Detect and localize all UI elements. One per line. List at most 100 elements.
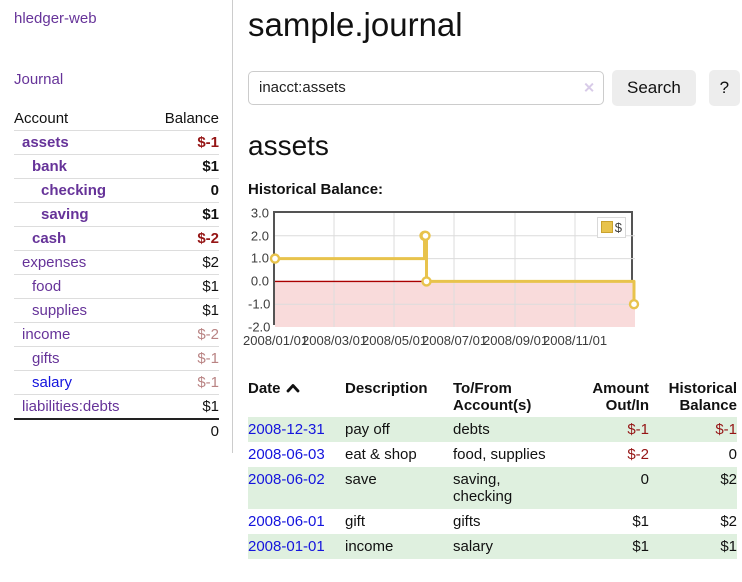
account-link-bank[interactable]: bank (32, 158, 68, 175)
account-link-food[interactable]: food (32, 278, 62, 295)
transaction-balance: $1 (649, 533, 737, 559)
search-input[interactable] (248, 70, 604, 105)
account-link-gifts[interactable]: gifts (32, 350, 60, 367)
page-title: sample.journal (248, 6, 463, 43)
chart-legend: $ (596, 216, 626, 238)
transaction-accounts: gifts (453, 509, 577, 534)
register-header-desc: Description (345, 378, 453, 417)
account-link-cash[interactable]: cash (32, 230, 67, 247)
account-balance: 0 (210, 182, 219, 199)
account-name-cell: income (14, 323, 149, 347)
account-row: checking 0 (14, 178, 219, 203)
account-link-expenses[interactable]: expenses (22, 254, 87, 271)
search-button[interactable]: Search (612, 69, 696, 106)
transaction-date-cell: 2008-06-03 (248, 442, 345, 467)
transaction-description: gift (345, 512, 366, 530)
register-table: Date Description To/From Account(s) Amount … (248, 378, 737, 559)
y-tick-label: 1.0 (250, 250, 269, 266)
transaction-balance: $2 (649, 466, 737, 509)
x-tick-label: 2008/05/01 (362, 332, 428, 348)
clear-search-icon[interactable]: ✕ (583, 79, 595, 96)
page: hledger-web Journal Account Balance asse… (14, 0, 742, 559)
accounts-total-balance: 0 (210, 423, 219, 440)
transaction-row: 2008-12-31 pay off debts $-1 $-1 (248, 416, 737, 442)
transaction-date-link[interactable]: 2008-12-31 (248, 420, 325, 438)
chart-plot-area: $ (269, 210, 640, 327)
register-header-date[interactable]: Date (248, 378, 345, 417)
account-link-saving[interactable]: saving (41, 206, 89, 223)
accounts-header-balance: Balance (164, 110, 219, 127)
transaction-amount: $-2 (627, 445, 649, 463)
search-box: ✕ (248, 70, 604, 105)
sidebar-item-journal[interactable]: Journal (14, 71, 64, 88)
account-name-cell: checking (14, 179, 149, 203)
account-row: supplies $1 (14, 298, 219, 323)
search-bar: ✕ Search ? (248, 69, 742, 106)
help-button[interactable]: ? (708, 69, 740, 106)
transaction-date-cell: 2008-12-31 (248, 416, 345, 442)
register-header-amt: Amount Out/In (577, 378, 649, 417)
historical-balance-chart: 3.0 2.0 1.0 0.0 -1.0 -2.0 $ 2008/01/01 2008/03… (243, 205, 643, 351)
account-link-salary[interactable]: salary (32, 374, 73, 391)
transaction-amount: $-1 (577, 416, 649, 442)
app-title-link[interactable]: hledger-web (14, 10, 97, 27)
sort-ascending-chevron-up-icon (286, 383, 299, 393)
balance-chart-svg (269, 212, 640, 327)
transaction-amount: $1 (577, 533, 649, 559)
account-balance: $1 (202, 398, 219, 415)
transaction-date-link[interactable]: 2008-06-03 (248, 445, 325, 463)
account-name-cell: assets (14, 131, 149, 155)
account-link-income[interactable]: income (22, 326, 71, 343)
transaction-accounts: salary (453, 533, 577, 559)
y-tick-label: -2.0 (248, 319, 271, 335)
account-name-cell: cash (14, 227, 149, 251)
register-header-bal: Historical Balance (649, 378, 737, 417)
account-name-cell: salary (14, 371, 149, 395)
spacer (14, 419, 149, 443)
account-balance: $-2 (197, 230, 219, 247)
transaction-row: 2008-01-01 income salary $1 $1 (248, 533, 737, 559)
account-row: income $-2 (14, 322, 219, 347)
transaction-description: save (345, 466, 453, 509)
account-row: food $1 (14, 274, 219, 299)
account-name-cell: expenses (14, 251, 149, 275)
transaction-date-cell: 2008-06-01 (248, 509, 345, 534)
account-balance: $1 (202, 158, 219, 175)
account-balance: $-2 (197, 326, 219, 343)
legend-label: $ (614, 219, 622, 235)
chart-title: Historical Balance: (248, 180, 384, 198)
legend-swatch-icon (600, 221, 613, 234)
y-tick-label: 0.0 (250, 273, 269, 289)
x-tick-label: 2008/03/01 (302, 332, 368, 348)
transaction-balance: $-1 (649, 416, 737, 442)
account-row: cash $-2 (14, 226, 219, 251)
account-balance: $-1 (197, 374, 219, 391)
transaction-accounts-text: food, supplies (453, 445, 546, 463)
transaction-amount: 0 (577, 466, 649, 509)
accounts-header-account: Account (14, 110, 69, 127)
account-name-cell: bank (14, 155, 149, 179)
transaction-description: pay off (345, 416, 453, 442)
account-link-checking[interactable]: checking (41, 182, 107, 199)
transaction-date-link[interactable]: 2008-06-01 (248, 512, 325, 530)
account-link-supplies[interactable]: supplies (32, 302, 88, 319)
register-table-header: Date Description To/From Account(s) Amount … (248, 378, 737, 417)
transaction-balance: $2 (720, 512, 737, 530)
account-row: expenses $2 (14, 250, 219, 275)
sidebar-nav: Journal (14, 71, 218, 88)
account-name-cell: saving (14, 203, 149, 227)
transaction-date-link[interactable]: 2008-01-01 (248, 537, 325, 555)
register-header-label: To/From Account(s) (453, 379, 532, 414)
transaction-balance: 0 (728, 445, 737, 463)
transaction-date-link[interactable]: 2008-06-02 (248, 470, 325, 488)
account-link-liabilities-debts[interactable]: liabilities:debts (22, 398, 120, 415)
register-table-body: 2008-12-31 pay off debts $-1 $-1 2008-06-03 ea… (248, 416, 737, 559)
main-content: sample.journal ✕ Search ? assets Histori… (233, 0, 742, 559)
account-link-assets[interactable]: assets (22, 134, 69, 151)
transaction-accounts-text: debts (453, 420, 490, 438)
account-row: bank $1 (14, 154, 219, 179)
register-header-accts: To/From Account(s) (453, 378, 577, 417)
account-row: assets $-1 (14, 130, 219, 155)
transaction-row: 2008-06-01 gift gifts $1 $2 (248, 509, 737, 534)
register-header-label: Historical Balance (668, 379, 737, 414)
